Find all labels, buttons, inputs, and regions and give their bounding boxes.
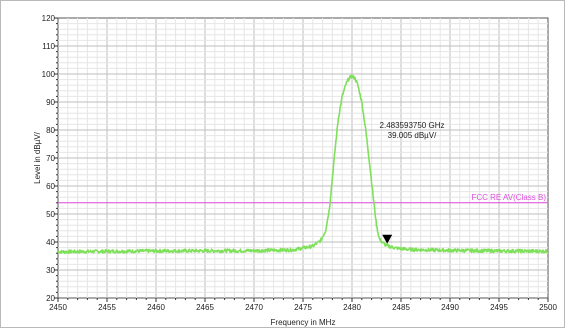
- limit-line-group: FCC RE AV(Class B): [58, 193, 548, 204]
- marker-frequency-label: 2.483593750 GHz: [380, 121, 445, 130]
- series-line: [57, 74, 549, 255]
- x-tick-label: 2475: [294, 303, 312, 312]
- x-tick-label: 2480: [343, 303, 361, 312]
- marker-triangle: [382, 234, 393, 244]
- y-tick-label: 80: [46, 126, 55, 135]
- y-axis-label: Level in dBµV/: [33, 131, 42, 184]
- y-axis-ticks: 20 30 40 50 60 70 80 90 100 110 120: [42, 14, 58, 303]
- x-tick-label: 2500: [539, 303, 557, 312]
- x-axis-ticks: 2450 2455 2460 2465 2470 2475 2480 2485 2490 2495…: [49, 298, 557, 312]
- x-tick-label: 2495: [490, 303, 508, 312]
- y-tick-label: 50: [46, 210, 55, 219]
- y-tick-label: 40: [46, 238, 55, 247]
- y-tick-label: 70: [46, 154, 55, 163]
- y-tick-label: 120: [42, 14, 56, 23]
- y-tick-label: 90: [46, 98, 55, 107]
- series-group: [57, 74, 549, 255]
- limit-line-label: FCC RE AV(Class B): [471, 193, 546, 202]
- marker-level-label: 39.005 dBµV/: [388, 131, 437, 140]
- x-tick-label: 2470: [245, 303, 263, 312]
- x-tick-label: 2450: [49, 303, 67, 312]
- x-tick-label: 2455: [98, 303, 116, 312]
- x-tick-label: 2465: [196, 303, 214, 312]
- x-tick-label: 2490: [441, 303, 459, 312]
- y-tick-label: 100: [42, 70, 56, 79]
- x-axis-label: Frequency in MHz: [271, 318, 336, 327]
- x-tick-label: 2485: [392, 303, 410, 312]
- y-tick-label: 20: [46, 294, 55, 303]
- y-tick-label: 60: [46, 182, 55, 191]
- x-tick-label: 2460: [147, 303, 165, 312]
- y-tick-label: 110: [42, 42, 55, 51]
- y-tick-label: 30: [46, 266, 55, 275]
